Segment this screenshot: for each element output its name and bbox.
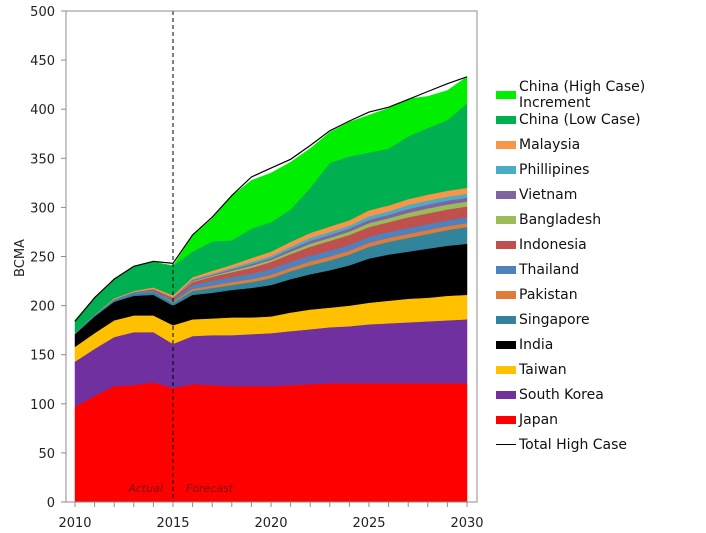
- legend-label: Bangladesh: [519, 211, 602, 228]
- y-tick-label: 200: [30, 300, 55, 315]
- legend-swatch: [496, 190, 516, 199]
- legend-item: Singapore: [496, 307, 706, 332]
- legend-item: Japan: [496, 407, 706, 432]
- x-tick-label: 2020: [254, 516, 287, 531]
- legend-item: Phillipines: [496, 157, 706, 182]
- legend-label: China (Low Case): [519, 111, 641, 128]
- y-tick-label: 450: [30, 54, 55, 69]
- legend-item: South Korea: [496, 382, 706, 407]
- area-china-high-case-increment: [74, 76, 468, 321]
- legend-label: China (High Case) Increment: [519, 78, 646, 111]
- legend-swatch: [496, 290, 516, 299]
- y-tick-label: 500: [30, 5, 55, 20]
- legend-swatch: [496, 240, 516, 249]
- legend-label: Singapore: [519, 311, 590, 328]
- legend-label: Pakistan: [519, 286, 578, 303]
- x-tick-label: 2030: [450, 516, 483, 531]
- total-line-group: [74, 76, 468, 322]
- legend-swatch: [496, 215, 516, 224]
- legend-label: Vietnam: [519, 186, 578, 203]
- legend-label: Phillipines: [519, 161, 590, 178]
- legend-item: Malaysia: [496, 132, 706, 157]
- legend-swatch: [496, 90, 516, 99]
- legend-label: Total High Case: [519, 436, 628, 453]
- legend-item: Thailand: [496, 257, 706, 282]
- x-tick-label: 2015: [156, 516, 189, 531]
- y-tick-label: 50: [38, 447, 55, 462]
- legend-item: China (Low Case): [496, 107, 706, 132]
- legend-item: China (High Case) Increment: [496, 79, 706, 111]
- legend-item: Vietnam: [496, 182, 706, 207]
- legend-label: India: [519, 336, 554, 353]
- legend-item: Indonesia: [496, 232, 706, 257]
- y-tick-label: 0: [47, 496, 55, 511]
- y-tick-label: 250: [30, 251, 55, 266]
- legend-item: Bangladesh: [496, 207, 706, 232]
- legend-swatch: [496, 140, 516, 149]
- legend-label: South Korea: [519, 386, 604, 403]
- legend-swatch: [496, 415, 516, 424]
- legend-swatch: [496, 365, 516, 374]
- y-tick-label: 100: [30, 398, 55, 413]
- legend-swatch: [496, 315, 516, 324]
- legend-label: Indonesia: [519, 236, 587, 253]
- legend-item: Pakistan: [496, 282, 706, 307]
- legend-item: Total High Case: [496, 432, 706, 457]
- legend-swatch: [496, 115, 516, 124]
- x-tick-label: 2010: [58, 516, 91, 531]
- legend-label: Thailand: [519, 261, 580, 278]
- legend-label: Malaysia: [519, 136, 581, 153]
- legend-label: Taiwan: [519, 361, 567, 378]
- legend-item: Taiwan: [496, 357, 706, 382]
- legend-line-swatch: [496, 444, 516, 445]
- y-tick-label: 400: [30, 103, 55, 118]
- legend-swatch: [496, 265, 516, 274]
- y-tick-label: 350: [30, 152, 55, 167]
- y-tick-label: 150: [30, 349, 55, 364]
- x-axis: 2010 2015 2020 2025 2030: [58, 502, 484, 531]
- legend-swatch: [496, 390, 516, 399]
- total-high-case-line: [74, 76, 468, 322]
- chart-legend: China (High Case) Increment China (Low Ca…: [496, 79, 706, 457]
- y-axis: 0 50 100 150 200 250 300 350 400 450 500: [30, 5, 66, 511]
- annotation-forecast: Forecast: [186, 482, 234, 495]
- area-series-group: [74, 76, 468, 503]
- y-tick-label: 300: [30, 201, 55, 216]
- x-tick-label: 2025: [352, 516, 385, 531]
- annotation-actual: Actual: [127, 482, 163, 495]
- legend-swatch: [496, 165, 516, 174]
- legend-swatch: [496, 340, 516, 349]
- legend-item: India: [496, 332, 706, 357]
- legend-label: Japan: [519, 411, 559, 428]
- y-axis-title: BCMA: [13, 239, 28, 277]
